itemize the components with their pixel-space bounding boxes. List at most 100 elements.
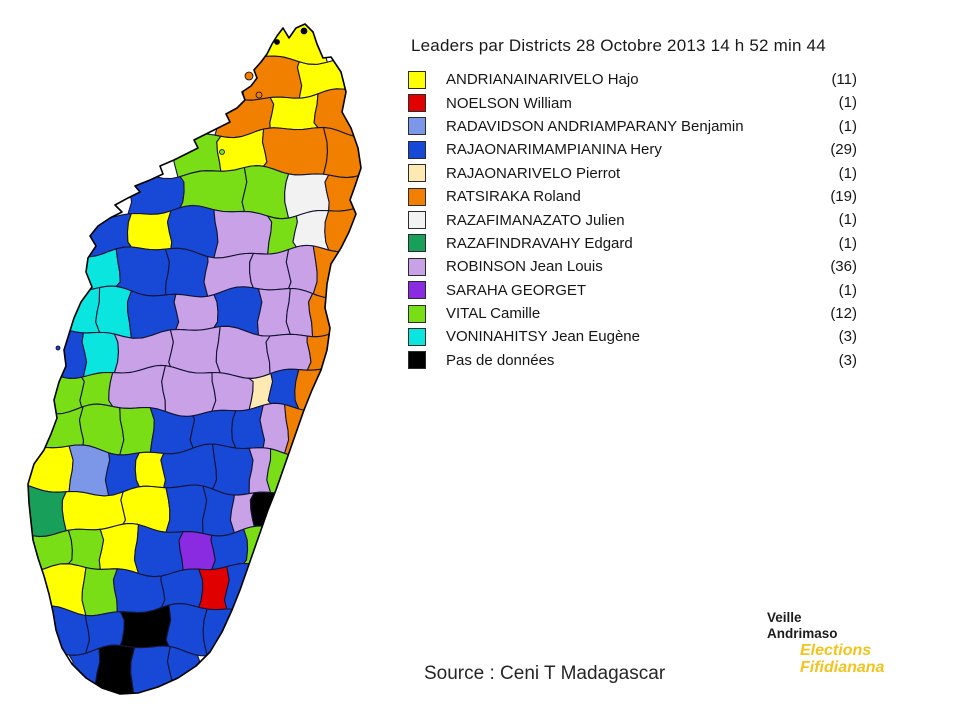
district-polygon[interactable] <box>285 244 318 295</box>
legend-label: RAJAONARIVELO Pierrot <box>446 164 621 182</box>
islet <box>255 91 263 99</box>
legend-item: VITAL Camille (12) <box>408 302 857 325</box>
legend-swatch-purple <box>408 281 426 300</box>
legend-item: ANDRIANAINARIVELO Hajo (11) <box>408 68 857 91</box>
legend-item: Pas de données (3) <box>408 349 857 372</box>
district-polygon[interactable] <box>189 409 237 449</box>
district-polygon[interactable] <box>173 293 219 331</box>
islet <box>274 39 280 45</box>
district-polygon[interactable] <box>241 165 290 220</box>
district-polygon[interactable] <box>79 371 114 408</box>
legend-item: ROBINSON Jean Louis (36) <box>408 255 857 278</box>
district-polygon[interactable] <box>160 568 204 609</box>
district-polygon[interactable] <box>95 285 132 339</box>
legend-swatch-blue <box>408 140 426 159</box>
district-polygon[interactable] <box>81 567 118 617</box>
district-polygon[interactable] <box>243 525 270 570</box>
legend-count: (1) <box>838 164 857 182</box>
district-polygon[interactable] <box>133 524 184 578</box>
district-polygon[interactable] <box>67 528 105 570</box>
legend-swatch-cream <box>408 164 426 183</box>
district-polygon[interactable] <box>178 531 216 571</box>
legend-label: SARAHA GEORGET <box>446 281 587 299</box>
district-polygon[interactable] <box>324 206 363 253</box>
district-polygon[interactable] <box>284 403 314 458</box>
district-polygon[interactable] <box>211 372 254 412</box>
legend-item: SARAHA GEORGET (1) <box>408 279 857 302</box>
legend-count: (11) <box>831 71 857 88</box>
district-polygon[interactable] <box>294 368 325 412</box>
district-polygon[interactable] <box>265 333 312 375</box>
district-polygon[interactable] <box>168 325 221 374</box>
district-polygon[interactable] <box>126 210 173 251</box>
district-polygon[interactable] <box>285 287 314 338</box>
legend-swatch-cyan <box>408 327 426 346</box>
legend-count: (1) <box>838 234 857 252</box>
district-polygon[interactable] <box>68 647 101 694</box>
source-caption: Source : Ceni T Madagascar <box>424 663 666 684</box>
district-polygon[interactable] <box>322 126 374 179</box>
district-polygon[interactable] <box>108 365 166 413</box>
legend-label: RATSIRAKA Roland <box>446 188 581 206</box>
district-polygon[interactable] <box>202 608 237 657</box>
legend-swatch-lavender <box>408 257 426 276</box>
district-polygon[interactable] <box>249 491 284 529</box>
district-polygon[interactable] <box>213 209 273 259</box>
legend-item: VONINAHITSY Jean Eugène (3) <box>408 325 857 348</box>
legend-label: RAJAONARIMAMPIANINA Hery <box>446 141 662 159</box>
islet <box>55 345 61 351</box>
district-polygon[interactable] <box>248 447 272 495</box>
district-polygon[interactable] <box>256 287 291 337</box>
district-polygon[interactable] <box>269 93 319 131</box>
district-polygon[interactable] <box>259 402 290 454</box>
legend-label: NOELSON William <box>446 94 572 112</box>
district-polygon[interactable] <box>119 406 155 456</box>
legend-label: RADAVIDSON ANDRIAMPARANY Benjamin <box>446 117 744 135</box>
page-title: Leaders par Districts 28 Octobre 2013 14… <box>411 36 826 55</box>
legend-label: Pas de données <box>446 351 555 369</box>
islet <box>219 149 225 155</box>
district-polygon[interactable] <box>164 247 209 298</box>
district-polygon[interactable] <box>98 522 140 575</box>
islet <box>300 27 308 35</box>
district-polygon[interactable] <box>94 644 136 699</box>
district-polygon[interactable] <box>198 566 230 611</box>
legend-count: (1) <box>838 117 857 135</box>
district-polygon[interactable] <box>212 443 254 496</box>
legend-label: RAZAFINDRAVAHY Edgard <box>446 234 633 252</box>
legend-item: RAZAFINDRAVAHY Edgard (1) <box>408 232 857 255</box>
district-polygon[interactable] <box>130 645 174 700</box>
district-polygon[interactable] <box>231 404 266 450</box>
legend: ANDRIANAINARIVELO Hajo (11) NOELSON Willia… <box>408 68 857 372</box>
watermark-line-fifidianana: Fifidianana <box>800 659 885 676</box>
legend-label: ANDRIANAINARIVELO Hajo <box>446 71 639 89</box>
district-polygon[interactable] <box>292 209 330 251</box>
district-polygon[interactable] <box>306 330 343 371</box>
legend-label: VONINAHITSY Jean Eugène <box>446 328 640 346</box>
legend-swatch-orange <box>408 187 426 206</box>
district-polygon[interactable] <box>61 490 127 532</box>
district-polygon[interactable] <box>223 562 253 614</box>
district-polygon[interactable] <box>43 370 85 415</box>
district-polygon[interactable] <box>165 484 208 535</box>
legend-swatch-black <box>408 351 426 370</box>
district-polygon[interactable] <box>161 365 217 417</box>
district-polygon[interactable] <box>134 451 167 489</box>
district-polygon[interactable] <box>324 172 369 212</box>
district-polygon[interactable] <box>266 448 296 495</box>
madagascar-map[interactable] <box>0 0 410 707</box>
district-polygon[interactable] <box>64 287 101 334</box>
district-polygon[interactable] <box>47 325 88 380</box>
legend-swatch-yellow <box>408 70 426 89</box>
legend-item: RATSIRAKA Roland (19) <box>408 185 857 208</box>
district-polygon[interactable] <box>249 248 292 291</box>
legend-item: RAJAONARIMAMPIANINA Hery (29) <box>408 138 857 161</box>
district-polygon[interactable] <box>81 331 120 378</box>
legend-label: RAZAFIMANAZATO Julien <box>446 211 625 229</box>
district-polygon[interactable] <box>68 444 111 497</box>
legend-count: (1) <box>838 94 857 112</box>
choropleth-map-svg[interactable] <box>0 0 410 707</box>
legend-swatch-darkgreen <box>408 234 426 253</box>
district-polygon[interactable] <box>261 126 329 176</box>
